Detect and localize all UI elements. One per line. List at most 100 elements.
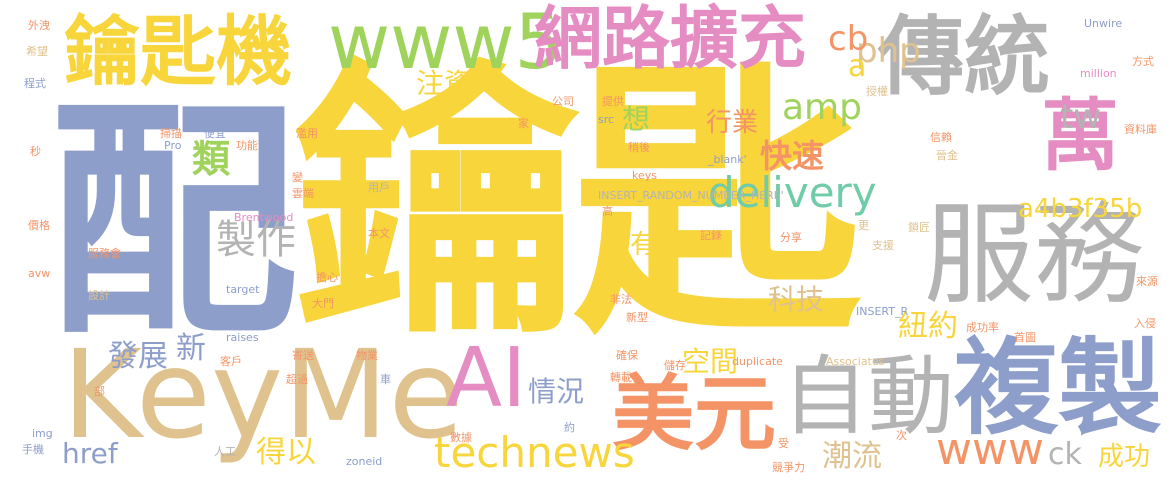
word-lei: 類 [192, 137, 231, 181]
word-suojiang: 鎖匠 [908, 221, 930, 234]
word-deyi: 得以 [256, 435, 316, 470]
word-href: href [62, 437, 118, 470]
word-technews: technews [434, 428, 635, 477]
word-unwire: Unwire [1084, 17, 1123, 30]
word-xinxing: 新型 [626, 311, 648, 324]
word-tw: tw [1060, 97, 1102, 137]
word-php: php [856, 31, 921, 71]
word-delivery: delivery [708, 168, 877, 217]
word-miao: 秒 [30, 145, 41, 158]
word-zhiyuan: 支援 [872, 239, 894, 252]
word-wangluo: 網路擴充 [534, 0, 807, 79]
word-rengong: 人工 [214, 445, 236, 458]
word-associates: Associates [826, 355, 885, 368]
word-duplicate: duplicate [732, 355, 783, 368]
word-fenxiang: 分享 [780, 231, 802, 244]
word-cb: cb [828, 19, 869, 59]
word-lanyong: 濫用 [296, 127, 318, 140]
word-chuchun: 儲存 [664, 359, 686, 372]
word-chaoguo: 超過 [286, 373, 308, 386]
word-xin: 新 [176, 331, 206, 366]
word-brentwood: Brentwood [234, 211, 294, 224]
word-www5: www5 [328, 0, 563, 86]
word-a: a [848, 49, 867, 84]
word-n: n [648, 255, 666, 288]
word-jilu: 記錄 [700, 229, 722, 242]
word-qingkuang: 情況 [528, 375, 585, 408]
word-insert-r: INSERT_R [856, 305, 909, 318]
word-fuwuhui: 服務會 [88, 247, 121, 260]
word-key: 鑰匙 [292, 36, 862, 373]
word-laiyuan: 來源 [1136, 275, 1158, 288]
word-yue: 約 [564, 421, 575, 434]
word-meiyuan: 美元 [612, 367, 777, 462]
word-jia: 家 [518, 117, 529, 130]
word-rushin: 入侵 [1134, 317, 1156, 330]
word-ziliaoku: 資料庫 [1124, 123, 1157, 136]
word-damen: 大門 [312, 297, 334, 310]
word-geng: 更 [858, 219, 869, 232]
word-insert-random: INSERT_RANDOM_NUMBER_HERE' [598, 189, 784, 202]
word-zhuzi: 注資 [416, 67, 473, 100]
word-keji: 科技 [768, 283, 825, 316]
word-bu: 部 [94, 385, 105, 398]
word-quebao: 確保 [616, 349, 638, 362]
word-tigong: 提供 [602, 95, 624, 108]
word-jiage: 價格 [28, 219, 50, 232]
word-million: million [1080, 67, 1117, 80]
word-youyi: 有意 [630, 230, 683, 260]
word-zoneid: zoneid [346, 455, 383, 468]
word-xiang: 想 [618, 104, 651, 132]
word-shouji: 手機 [22, 443, 44, 456]
word-keyme: KeyMe [62, 324, 464, 466]
word-yunduan: 雲端 [292, 187, 314, 200]
word-fuzhi: 複製 [954, 327, 1163, 449]
word-kehu: 客戶 [220, 355, 242, 368]
word-chuantong: 傳統 [878, 7, 1050, 107]
word-benwen: 本文 [368, 227, 390, 240]
word-ci: 次 [896, 429, 907, 442]
word-target: target [226, 283, 260, 296]
word-chenggong: 成功 [1098, 442, 1151, 472]
word-feifa: 非法 [610, 293, 632, 306]
word-ai: AI [446, 331, 527, 426]
word-xiwang: 希望 [26, 45, 48, 58]
word-zidong: 自動 [782, 347, 954, 447]
word-kongjian: 空間 [682, 345, 739, 378]
word-src: src [598, 113, 615, 126]
word-chengshi: 程式 [24, 77, 46, 90]
word-a4b: a4b3f35b [1018, 194, 1143, 224]
word-fazhan: 發展 [108, 339, 168, 374]
word-yonghu: 用戶 [368, 181, 390, 194]
word-gongneng: 功能 [236, 139, 258, 152]
word-xinlai: 信賴 [930, 131, 952, 144]
word-yaoshiji: 鑰匙機 [64, 7, 292, 96]
word-shouye: 首圖 [1014, 331, 1036, 344]
word-bianyi: 便宜 [204, 127, 226, 140]
word-hangye: 行業 [706, 108, 759, 138]
word-blank: _blank' [708, 153, 747, 166]
word-shaomiao: 掃描 [160, 127, 182, 140]
word-jincha: 晉金 [936, 149, 958, 162]
word-pei: 配 [48, 77, 298, 368]
word-bian: 變 [292, 171, 303, 184]
word-danxin: 擔心 [316, 271, 338, 284]
word-gao: 高 [602, 205, 613, 218]
word-jisong: 寄送 [292, 349, 314, 362]
word-ck: ck [1048, 437, 1082, 472]
word-fangshi: 方式 [1132, 55, 1154, 68]
word-zhizuo: 製作 [216, 217, 296, 263]
word-shouquan: 授權 [866, 85, 888, 98]
word-zhuanzai: 轉載 [610, 371, 632, 384]
word-jingzhengli: 競爭力 [772, 461, 805, 474]
word-raises: raises [226, 331, 259, 344]
word-shou: 受 [778, 437, 789, 450]
word-shuju: 數據 [450, 431, 472, 444]
word-niuyue: 紐約 [898, 309, 958, 344]
word-chaoliu: 潮流 [822, 439, 882, 474]
word-waixie: 外洩 [28, 19, 50, 32]
word-fuwu: 服務 [924, 191, 1144, 319]
word-gongsi: 公司 [552, 95, 574, 108]
word-sheji: 設計 [88, 289, 110, 302]
